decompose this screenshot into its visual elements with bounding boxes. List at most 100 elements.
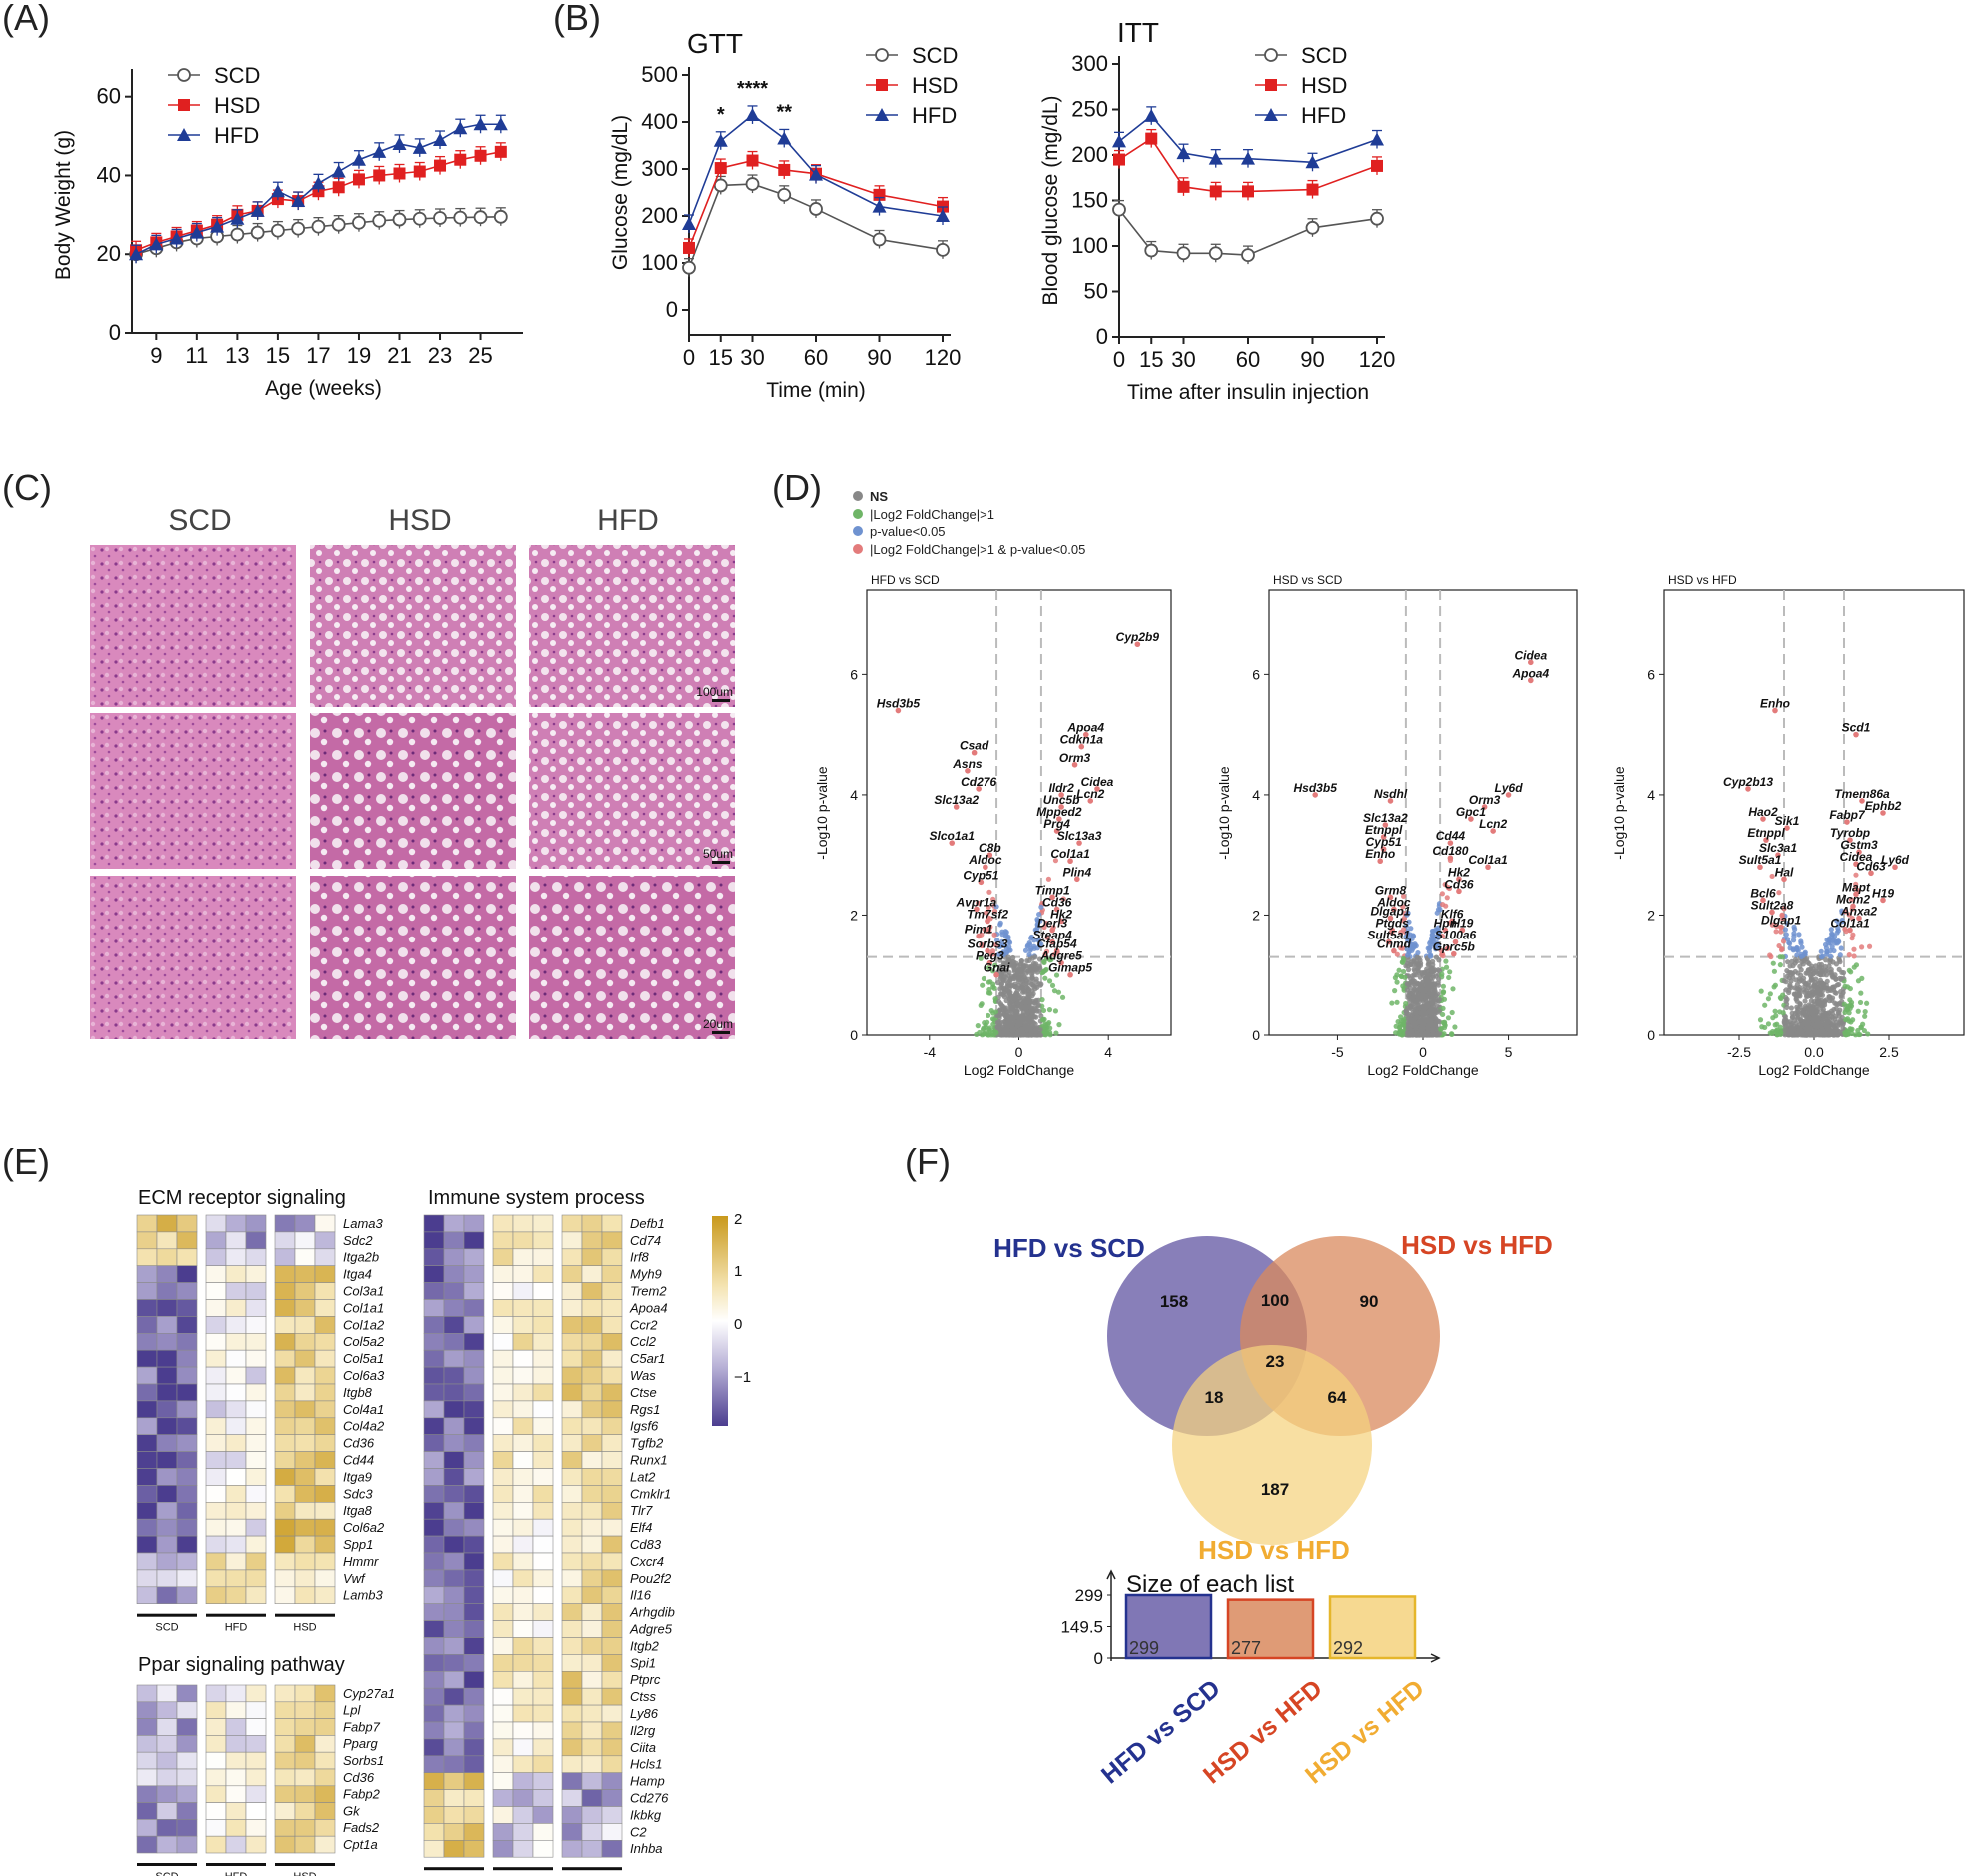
heatmap-gene-label: Itga2b	[343, 1250, 379, 1265]
volcano-point	[1784, 921, 1790, 927]
heatmap-cell	[463, 1282, 485, 1300]
volcano-point	[1806, 1002, 1812, 1008]
heatmap-cell	[156, 1451, 178, 1469]
volcano-point	[1005, 988, 1011, 994]
volcano-point	[1772, 982, 1778, 988]
histology-image	[90, 876, 296, 1039]
heatmap-cell	[443, 1299, 465, 1317]
heatmap-cell	[532, 1721, 554, 1740]
heatmap-cell	[176, 1552, 198, 1571]
heatmap-cell	[245, 1485, 267, 1503]
heatmap-gene-label: Cxcr4	[630, 1554, 664, 1569]
gene-label: S100a6	[1435, 929, 1477, 942]
volcano-point	[1794, 944, 1800, 951]
heatmap-cell	[294, 1417, 316, 1436]
gene-label: Cd63	[1856, 859, 1886, 873]
heatmap-cell	[532, 1383, 554, 1402]
gene-point	[1058, 959, 1064, 966]
gene-point	[1853, 861, 1859, 868]
heatmap-cell	[156, 1282, 178, 1300]
heatmap-cell	[561, 1299, 583, 1317]
volcano-point	[1004, 1013, 1010, 1019]
heatmap-cell	[274, 1265, 296, 1283]
volcano-point	[1842, 909, 1848, 915]
heatmap-cell	[176, 1718, 198, 1736]
gene-label: Ly6d	[1881, 853, 1910, 867]
volcano-point	[1041, 968, 1047, 974]
volcano-point	[986, 904, 991, 911]
heatmap-cell	[136, 1684, 158, 1703]
heatmap-gene-label: Trem2	[630, 1284, 667, 1299]
heatmap-gene-label: Inhba	[630, 1841, 663, 1856]
heatmap-cell	[225, 1366, 247, 1385]
heatmap-cell	[561, 1687, 583, 1706]
volcano-point	[1046, 978, 1053, 984]
volcano-point	[1440, 983, 1446, 989]
heatmap-gene-label: Col5a2	[343, 1334, 385, 1349]
volcano-point	[1855, 1008, 1861, 1014]
heatmap-cell	[581, 1840, 603, 1858]
volcano-point	[991, 908, 998, 915]
heatmap-cell	[443, 1789, 465, 1807]
volcano-point	[1407, 985, 1413, 991]
heatmap-title-ppar: Ppar signaling pathway	[138, 1654, 345, 1676]
volcano-point	[1777, 962, 1783, 968]
volcano-point	[1774, 1027, 1780, 1033]
histology-image	[529, 545, 735, 707]
gene-label: Sik1	[1775, 814, 1800, 828]
volcano-point	[1424, 998, 1430, 1005]
gene-label: Orm3	[1059, 751, 1091, 765]
gene-label: Enho	[1760, 697, 1790, 711]
heatmap-gene-label: Arhgdib	[629, 1605, 675, 1620]
heatmap-cell	[156, 1231, 178, 1250]
volcano-point	[1430, 1003, 1437, 1009]
heatmap-cell	[294, 1485, 316, 1503]
volcano-point	[986, 1012, 991, 1019]
heatmap-gene-label: Sorbs1	[343, 1753, 384, 1768]
volcano-point	[992, 942, 999, 948]
heatmap-cell	[205, 1333, 227, 1351]
heatmap-cell	[294, 1569, 316, 1588]
volcano-point	[1417, 1019, 1423, 1025]
gene-label: Hsd3b5	[877, 697, 921, 711]
y-tick-label: 299	[1075, 1586, 1103, 1605]
volcano-point	[1431, 1008, 1438, 1015]
data-point-hfd	[149, 237, 164, 251]
heatmap-cell	[512, 1417, 534, 1436]
volcano-point	[1020, 1029, 1026, 1035]
gene-point	[1387, 798, 1394, 804]
volcano-point	[1014, 984, 1020, 991]
volcano-point	[1004, 960, 1010, 966]
data-point-scd	[291, 221, 306, 236]
data-point-hfd	[291, 194, 306, 208]
volcano-point	[1429, 928, 1436, 935]
volcano-point	[1847, 997, 1853, 1003]
heatmap-cell	[512, 1603, 534, 1621]
heatmap-cell	[561, 1400, 583, 1419]
volcano-point	[1827, 948, 1833, 954]
volcano-point	[1828, 927, 1834, 933]
heatmap-cell	[294, 1535, 316, 1554]
heatmap-cell	[205, 1299, 227, 1317]
heatmap-cell	[492, 1721, 514, 1740]
heatmap-cell	[136, 1835, 158, 1854]
gene-point	[1880, 810, 1886, 816]
heatmap-cell	[314, 1819, 336, 1837]
heatmap-cell	[176, 1349, 198, 1368]
heatmap-cell	[274, 1586, 296, 1605]
heatmap-cell	[176, 1316, 198, 1334]
scale-label-20: 20um	[703, 1017, 733, 1031]
gene-point	[1053, 947, 1060, 954]
heatmap-cell	[601, 1299, 623, 1317]
volcano-point	[1403, 1000, 1409, 1007]
heatmap-cell	[245, 1349, 267, 1368]
volcano-point	[1437, 907, 1443, 913]
x-tick-label: 25	[468, 343, 492, 368]
heatmap-cell	[581, 1704, 603, 1723]
heatmap-cell	[601, 1282, 623, 1300]
volcano-point	[1040, 1007, 1047, 1014]
heatmap-cell	[532, 1772, 554, 1790]
volcano-point	[1011, 963, 1017, 969]
heatmap-cell	[463, 1806, 485, 1824]
